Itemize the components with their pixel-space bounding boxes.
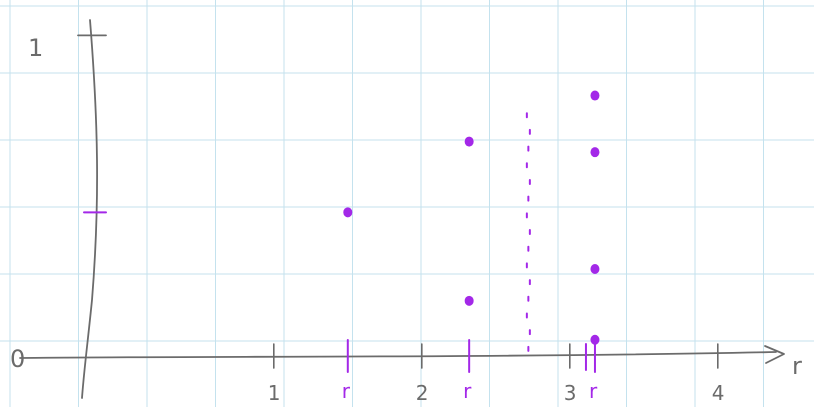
x-tick-label-4: 4 — [712, 381, 725, 405]
data-point — [590, 90, 600, 101]
data-point — [464, 295, 474, 306]
data-point — [590, 263, 600, 274]
x-axis-arrowhead — [764, 345, 785, 364]
y-label-one: 1 — [28, 34, 43, 62]
x-tick-label-3: 3 — [564, 381, 577, 405]
x-axis-label-r: r — [792, 352, 802, 380]
data-marks — [343, 90, 600, 352]
data-point — [343, 207, 353, 218]
data-point — [590, 147, 600, 158]
data-point — [590, 334, 600, 345]
r-tick-label: r — [463, 379, 472, 403]
axes — [19, 19, 785, 399]
x-tick-label-2: 2 — [416, 381, 429, 405]
y-axis-line — [81, 19, 98, 399]
x-axis-line — [19, 351, 777, 359]
data-point — [464, 136, 474, 147]
x-tick-label-1: 1 — [268, 381, 281, 405]
r-tick-label: r — [589, 379, 598, 403]
axis-labels: 0 1 r 1 2 3 4 r r r — [10, 34, 802, 405]
r-tick-label: r — [342, 379, 351, 403]
y-label-zero: 0 — [10, 345, 25, 373]
